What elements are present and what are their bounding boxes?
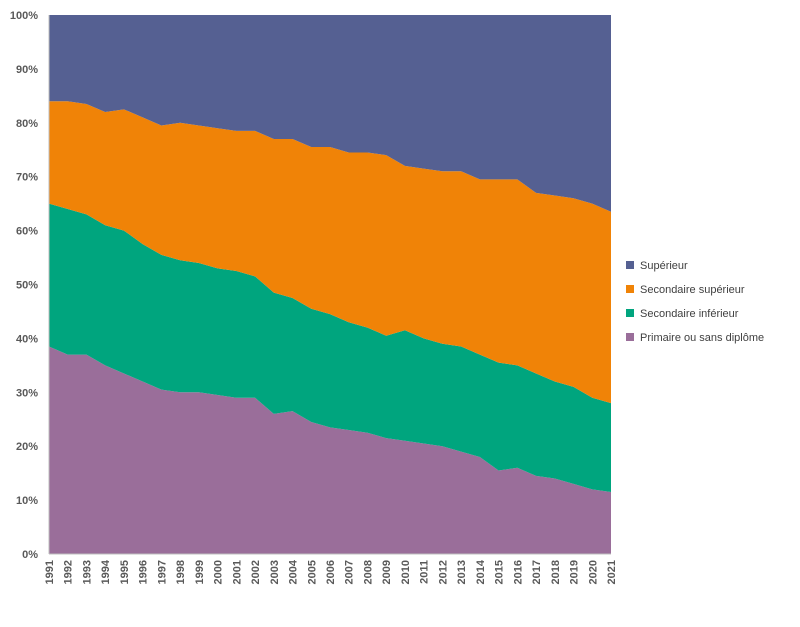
x-tick-label: 1995 bbox=[119, 560, 131, 584]
x-tick-label: 2005 bbox=[306, 560, 318, 584]
plot-area bbox=[49, 15, 611, 554]
x-tick-label: 2020 bbox=[587, 560, 599, 584]
x-tick-label: 2018 bbox=[550, 560, 562, 584]
area-primaire-ou-sans-diplome bbox=[49, 346, 611, 554]
y-tick-label: 80% bbox=[16, 118, 38, 130]
x-tick-label: 2011 bbox=[419, 560, 431, 584]
x-tick-label: 2000 bbox=[213, 560, 225, 584]
legend-label-superieur: Supérieur bbox=[640, 260, 688, 272]
x-tick-label: 2001 bbox=[231, 560, 243, 584]
legend-label-secondaire-superieur: Secondaire supérieur bbox=[640, 284, 745, 296]
y-tick-label: 100% bbox=[10, 10, 38, 22]
x-tick-label: 1993 bbox=[81, 560, 93, 584]
x-tick-label: 2007 bbox=[344, 560, 356, 584]
y-tick-label: 50% bbox=[16, 280, 38, 292]
y-tick-label: 90% bbox=[16, 64, 38, 76]
x-tick-label: 1996 bbox=[138, 560, 150, 584]
legend-swatch-secondaire-inferieur bbox=[626, 309, 634, 317]
legend-swatch-primaire-ou-sans-diplome bbox=[626, 333, 634, 341]
y-tick-label: 20% bbox=[16, 441, 38, 453]
y-tick-label: 40% bbox=[16, 333, 38, 345]
x-tick-label: 2002 bbox=[250, 560, 262, 584]
legend-swatch-secondaire-superieur bbox=[626, 285, 634, 293]
legend-swatch-superieur bbox=[626, 261, 634, 269]
x-tick-label: 2003 bbox=[269, 560, 281, 584]
area-secondaire-inferieur bbox=[49, 203, 611, 493]
x-tick-label: 1997 bbox=[156, 560, 168, 584]
x-tick-label: 1992 bbox=[63, 560, 75, 584]
x-tick-label: 2019 bbox=[569, 560, 581, 584]
legend-label-secondaire-inferieur: Secondaire inférieur bbox=[640, 308, 739, 320]
x-axis: 1991 1992 1993 1994 1995 1996 1997 1998 1999 2000… bbox=[44, 553, 618, 584]
x-tick-label: 2014 bbox=[475, 559, 487, 584]
y-tick-label: 70% bbox=[16, 172, 38, 184]
x-tick-label: 2009 bbox=[381, 560, 393, 584]
x-tick-label: 1999 bbox=[194, 560, 206, 584]
x-tick-label: 2008 bbox=[362, 560, 374, 584]
y-axis: 0% 10% 20% 30% 40% 50% 60% 70% 80% 90% 100% bbox=[10, 10, 50, 561]
x-tick-label: 2012 bbox=[437, 560, 449, 584]
x-tick-label: 2015 bbox=[494, 560, 506, 584]
legend-label-primaire-ou-sans-diplome: Primaire ou sans diplôme bbox=[640, 332, 764, 344]
x-tick-label: 2006 bbox=[325, 560, 337, 584]
area-superieur bbox=[49, 15, 611, 212]
x-tick-label: 1994 bbox=[100, 559, 112, 584]
x-tick-label: 2010 bbox=[400, 560, 412, 584]
legend: Supérieur Secondaire supérieur Secondaire … bbox=[626, 260, 764, 344]
x-tick-label: 1998 bbox=[175, 560, 187, 584]
y-tick-label: 30% bbox=[16, 387, 38, 399]
x-tick-label: 2021 bbox=[606, 560, 618, 584]
y-tick-label: 0% bbox=[22, 549, 38, 561]
x-tick-label: 2004 bbox=[288, 559, 300, 584]
x-tick-label: 2016 bbox=[512, 560, 524, 584]
y-tick-label: 10% bbox=[16, 495, 38, 507]
x-tick-label: 2017 bbox=[531, 560, 543, 584]
x-tick-label: 1991 bbox=[44, 560, 56, 584]
x-tick-label: 2013 bbox=[456, 560, 468, 584]
y-tick-label: 60% bbox=[16, 226, 38, 238]
area-secondaire-superieur bbox=[49, 101, 611, 404]
